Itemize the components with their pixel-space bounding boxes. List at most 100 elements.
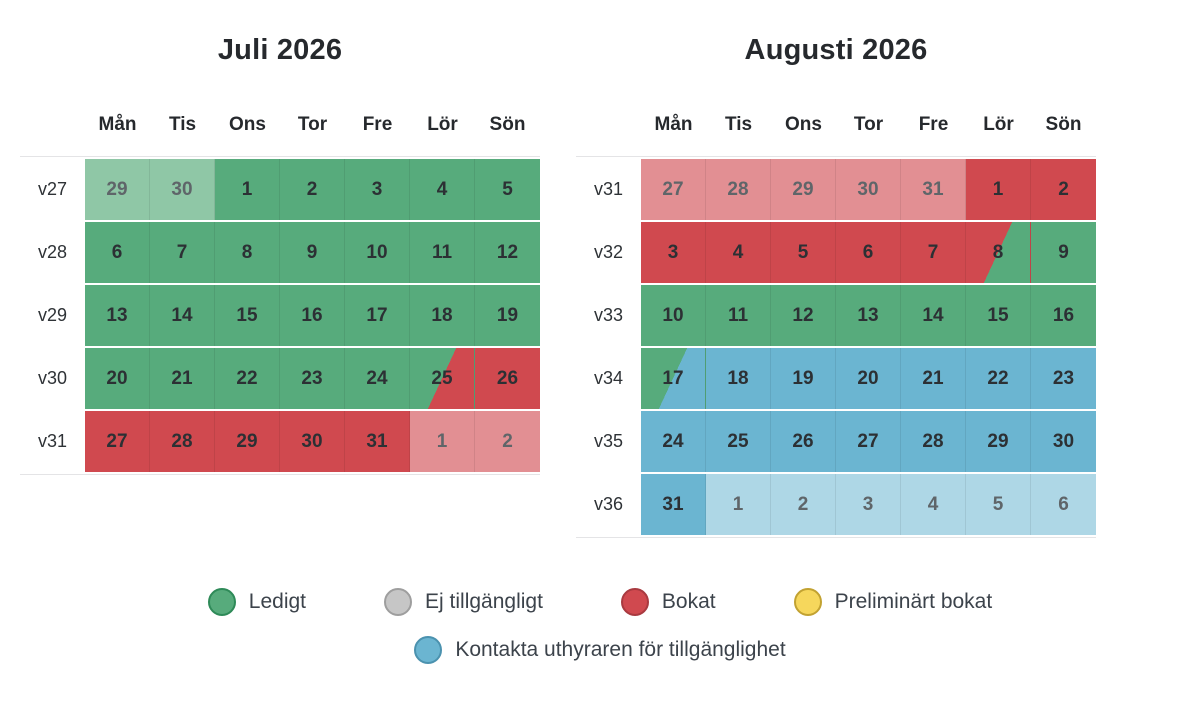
calendar-august: Augusti 2026 Mån Tis Ons Tor Fre Lör Sön v31 27… [576,28,1096,538]
week-number-label: v28 [37,242,68,262]
week-row: v28 6 7 8 9 10 11 12 [20,222,540,283]
week-number-label: v32 [593,242,624,262]
day-cell: 23 [1031,348,1096,409]
day-cell: 1 [215,159,280,220]
day-cell: 5 [475,159,540,220]
day-cell: 2 [1031,159,1096,220]
day-cell: 10 [641,285,706,346]
day-cell: 5 [771,222,836,283]
day-cell: 30 [836,159,901,220]
week-number-label: v33 [593,305,624,325]
legend-label: Bokat [661,590,716,613]
week-row: v33 10 11 12 13 14 15 16 [576,285,1096,346]
weekday-label: Tor [297,114,328,135]
weekday-label: Sön [489,114,526,135]
weekday-spacer [20,112,85,138]
week-number-label: v29 [37,305,68,325]
week-row: v30 20 21 22 23 24 25 26 [20,348,540,409]
day-cell: 28 [901,411,966,472]
day-cell: 14 [901,285,966,346]
day-cell: 6 [1031,474,1096,535]
day-cell: 8 [215,222,280,283]
legend: Ledigt Ej tillgängligt Bokat Preliminärt bo… [0,588,1200,664]
week-number-label: v34 [593,368,624,388]
weekday-header-row: Mån Tis Ons Tor Fre Lör Sön [576,112,1096,138]
day-cell: 21 [901,348,966,409]
day-cell: 11 [410,222,475,283]
weekday-label: Tis [168,114,197,135]
week-row: v31 27 28 29 30 31 1 2 [20,411,540,472]
legend-item-preliminary: Preliminärt bokat [793,588,993,616]
day-cell: 20 [85,348,150,409]
day-cell: 24 [641,411,706,472]
day-cell: 25 [706,411,771,472]
day-cell: 30 [1031,411,1096,472]
day-cell: 15 [215,285,280,346]
day-cell: 5 [966,474,1031,535]
day-cell: 13 [85,285,150,346]
week-number-label: v31 [37,431,68,451]
calendar-grid: v31 27 28 29 30 31 1 2 v32 3 4 5 6 7 8 9 v33 10 11 12 13 14 15… [576,156,1096,538]
week-number-label: v30 [37,368,68,388]
day-cell: 26 [771,411,836,472]
week-row: v34 17 18 19 20 21 22 23 [576,348,1096,409]
legend-dot-booked-icon [620,588,649,616]
day-cell: 16 [280,285,345,346]
day-cell: 23 [280,348,345,409]
day-cell: 22 [966,348,1031,409]
day-cell: 1 [706,474,771,535]
day-cell: 8 [966,222,1031,283]
calendar-title: Augusti 2026 [744,34,928,66]
day-cell: 18 [410,285,475,346]
day-cell: 25 [410,348,475,409]
week-number-label: v27 [37,179,68,199]
legend-label: Kontakta uthyraren för tillgänglighet [455,638,786,661]
calendar-title: Juli 2026 [217,34,343,66]
legend-label: Ledigt [248,590,307,613]
weekday-label: Tor [853,114,884,135]
day-cell: 11 [706,285,771,346]
day-cell: 18 [706,348,771,409]
legend-item-unavailable: Ej tillgängligt [384,588,543,616]
day-cell: 27 [836,411,901,472]
day-cell: 24 [345,348,410,409]
day-cell: 17 [641,348,706,409]
weekday-label: Ons [229,114,266,135]
day-cell: 27 [85,411,150,472]
day-cell: 17 [345,285,410,346]
day-cell: 28 [706,159,771,220]
week-number-label: v36 [593,494,624,514]
day-cell: 28 [150,411,215,472]
day-cell: 4 [410,159,475,220]
day-cell: 9 [280,222,345,283]
legend-dot-contact-icon [414,636,443,664]
day-cell: 29 [966,411,1031,472]
day-cell: 31 [641,474,706,535]
week-row: v36 31 1 2 3 4 5 6 [576,474,1096,535]
day-cell: 6 [836,222,901,283]
day-cell: 22 [215,348,280,409]
legend-item-contact: Kontakta uthyraren för tillgänglighet [414,636,786,664]
week-number-label: v31 [593,179,624,199]
day-cell: 2 [280,159,345,220]
day-cell: 29 [215,411,280,472]
week-row: v31 27 28 29 30 31 1 2 [576,159,1096,220]
legend-dot-free-icon [207,588,236,616]
weekday-label: Lör [427,114,458,135]
day-cell: 7 [901,222,966,283]
day-cell: 3 [345,159,410,220]
day-cell: 3 [641,222,706,283]
day-cell: 19 [771,348,836,409]
calendar-july: Juli 2026 Mån Tis Ons Tor Fre Lör Sön v27 29 30 1… [20,28,540,475]
week-row: v29 13 14 15 16 17 18 19 [20,285,540,346]
legend-label: Preliminärt bokat [834,590,993,613]
weekday-header-row: Mån Tis Ons Tor Fre Lör Sön [20,112,540,138]
day-cell: 12 [475,222,540,283]
day-cell: 30 [150,159,215,220]
day-cell: 21 [150,348,215,409]
day-cell: 30 [280,411,345,472]
weekday-label: Ons [785,114,822,135]
day-cell: 4 [706,222,771,283]
day-cell: 31 [901,159,966,220]
day-cell: 13 [836,285,901,346]
